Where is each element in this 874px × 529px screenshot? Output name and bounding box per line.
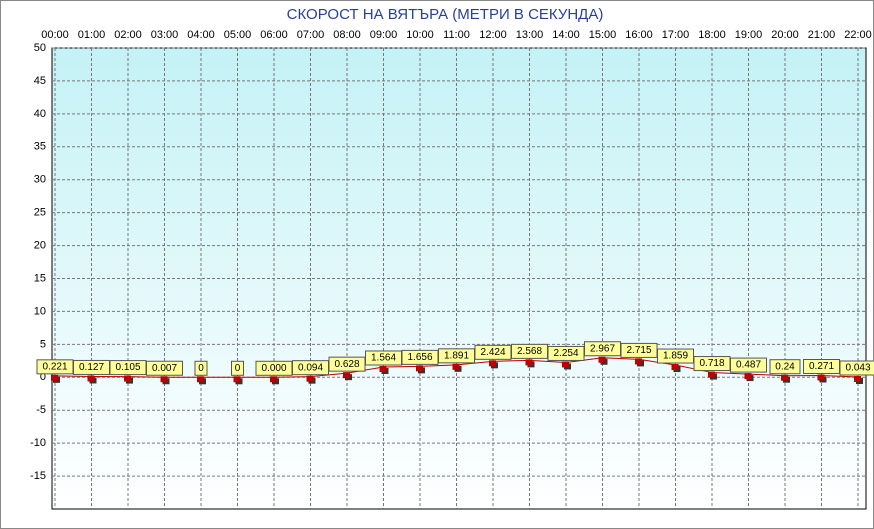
value-label: 0 xyxy=(198,363,204,374)
x-tick-label: 19:00 xyxy=(735,29,763,41)
x-tick-label: 05:00 xyxy=(224,29,252,41)
marker xyxy=(416,365,423,372)
marker xyxy=(343,372,350,379)
marker xyxy=(671,364,679,371)
value-label: 2.715 xyxy=(626,345,651,356)
x-tick-label: 03:00 xyxy=(151,29,179,41)
marker xyxy=(233,376,241,383)
x-tick-label: 17:00 xyxy=(662,29,690,41)
marker xyxy=(635,358,642,365)
y-tick-label: 50 xyxy=(34,42,46,54)
marker xyxy=(379,365,387,372)
x-tick-label: 09:00 xyxy=(370,29,398,41)
marker xyxy=(708,371,715,378)
value-label: 1.891 xyxy=(444,350,469,361)
x-tick-label: 18:00 xyxy=(698,29,726,41)
value-label: 0.127 xyxy=(79,362,104,373)
marker xyxy=(781,374,788,381)
value-label: 2.424 xyxy=(480,347,505,358)
marker xyxy=(744,373,752,380)
marker xyxy=(160,376,168,383)
marker xyxy=(197,376,204,383)
y-tick-label: 15 xyxy=(34,272,46,284)
value-label: 0.007 xyxy=(152,363,177,374)
x-tick-label: 22:00 xyxy=(844,29,872,41)
y-tick-label: 35 xyxy=(34,141,46,153)
y-tick-label: 5 xyxy=(40,338,46,350)
y-tick-label: -10 xyxy=(30,437,46,449)
value-label: 0 xyxy=(235,363,241,374)
x-tick-label: 15:00 xyxy=(589,29,617,41)
marker xyxy=(124,375,131,382)
value-label: 2.568 xyxy=(517,346,542,357)
value-label: 0.628 xyxy=(334,359,359,370)
value-label-box xyxy=(839,360,874,376)
value-label-box xyxy=(657,348,694,364)
value-label: 1.859 xyxy=(663,351,688,362)
y-tick-label: 0 xyxy=(40,371,46,383)
x-tick-label: 12:00 xyxy=(479,29,507,41)
x-tick-label: 11:00 xyxy=(443,29,470,41)
y-tick-label: 40 xyxy=(34,108,46,120)
y-tick-label: 25 xyxy=(34,207,46,219)
x-tick-label: 02:00 xyxy=(114,29,142,41)
x-tick-label: 20:00 xyxy=(771,29,799,41)
x-tick-label: 08:00 xyxy=(333,29,361,41)
value-label: 0.718 xyxy=(699,358,724,369)
x-tick-label: 14:00 xyxy=(552,29,580,41)
value-label: 0.271 xyxy=(809,361,834,372)
marker xyxy=(489,360,496,367)
value-label-box xyxy=(194,360,208,376)
y-tick-label: 10 xyxy=(34,305,46,317)
value-label: 1.564 xyxy=(371,353,396,364)
value-label: 0.105 xyxy=(115,362,140,373)
marker xyxy=(270,376,277,383)
chart-title: СКОРОСТ НА ВЯТЪРА (МЕТРИ В СЕКУНДА) xyxy=(287,6,604,23)
x-tick-label: 00:00 xyxy=(41,29,69,41)
value-label: 0.043 xyxy=(845,363,870,374)
value-label: 2.967 xyxy=(590,343,615,354)
x-tick-label: 21:00 xyxy=(808,29,836,41)
value-label: 0.487 xyxy=(736,360,761,371)
x-tick-label: 04:00 xyxy=(187,29,215,41)
value-label: 0.000 xyxy=(261,363,286,374)
x-tick-label: 16:00 xyxy=(625,29,653,41)
marker xyxy=(817,374,825,381)
value-label: 0.24 xyxy=(775,361,795,372)
value-label-box xyxy=(146,360,183,376)
value-label-box xyxy=(730,357,767,373)
marker xyxy=(51,374,58,381)
x-tick-label: 13:00 xyxy=(516,29,544,41)
value-label-box xyxy=(231,360,244,376)
marker xyxy=(598,356,606,363)
marker xyxy=(562,361,569,368)
value-label-box xyxy=(769,359,801,375)
x-tick-label: 06:00 xyxy=(260,29,288,41)
marker xyxy=(525,359,533,366)
value-label: 0.221 xyxy=(42,361,67,372)
marker xyxy=(306,375,314,382)
x-tick-label: 07:00 xyxy=(297,29,325,41)
marker xyxy=(87,375,95,382)
x-tick-label: 01:00 xyxy=(78,29,106,41)
marker xyxy=(854,376,861,383)
x-tick-label: 10:00 xyxy=(406,29,434,41)
value-label: 0.094 xyxy=(298,362,323,373)
value-label: 1.656 xyxy=(407,352,432,363)
y-tick-label: -5 xyxy=(36,404,46,416)
y-tick-label: 30 xyxy=(34,174,46,186)
y-tick-label: -15 xyxy=(30,470,46,482)
value-label: 2.254 xyxy=(553,348,578,359)
y-tick-label: 20 xyxy=(34,239,46,251)
marker xyxy=(452,363,460,370)
y-tick-label: 45 xyxy=(34,75,46,87)
